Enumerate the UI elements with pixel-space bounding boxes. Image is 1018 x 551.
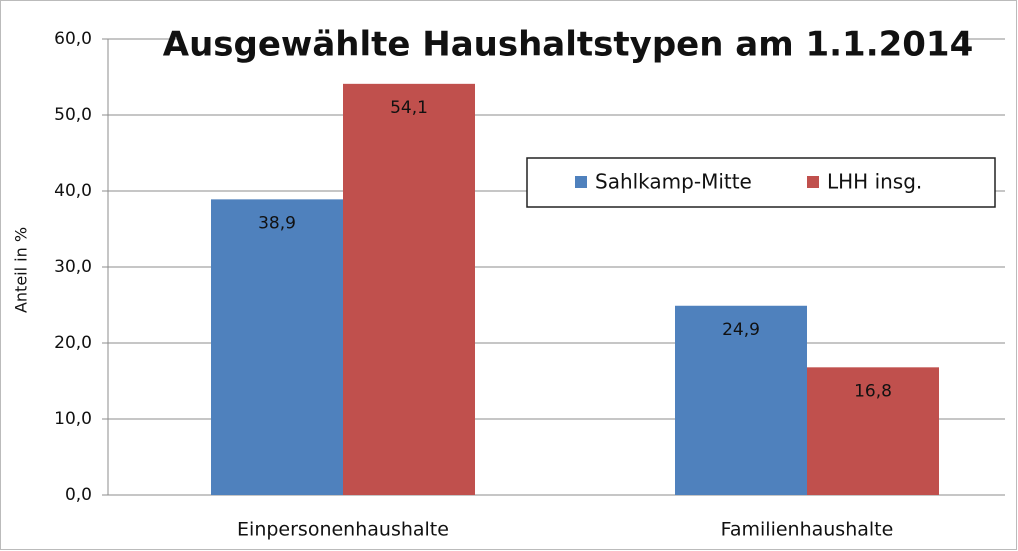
y-tick-label: 10,0 [54, 409, 92, 429]
bar [807, 367, 939, 495]
bar [343, 83, 475, 495]
legend-label: LHH insg. [827, 170, 922, 194]
y-tick-label: 60,0 [54, 29, 92, 49]
y-tick-label: 50,0 [54, 105, 92, 125]
chart-title: Ausgewählte Haushaltstypen am 1.1.2014 [163, 25, 974, 65]
value-label: 24,9 [722, 320, 760, 340]
value-label: 16,8 [854, 381, 892, 401]
bar [211, 199, 343, 496]
legend-swatch [807, 176, 819, 188]
value-label: 38,9 [258, 213, 296, 233]
value-label: 54,1 [390, 98, 428, 118]
y-tick-label: 20,0 [54, 333, 92, 353]
y-tick-label: 40,0 [54, 181, 92, 201]
bar [675, 305, 807, 495]
y-tick-label: 0,0 [65, 485, 92, 505]
legend-swatch [575, 176, 587, 188]
y-axis-label: Anteil in % [12, 227, 31, 313]
y-tick-label: 30,0 [54, 257, 92, 277]
x-tick-label: Familienhaushalte [721, 519, 894, 541]
legend-label: Sahlkamp-Mitte [595, 170, 752, 194]
legend-box [526, 157, 996, 208]
title-bg [180, 22, 960, 68]
x-tick-label: Einpersonenhaushalte [237, 519, 449, 541]
